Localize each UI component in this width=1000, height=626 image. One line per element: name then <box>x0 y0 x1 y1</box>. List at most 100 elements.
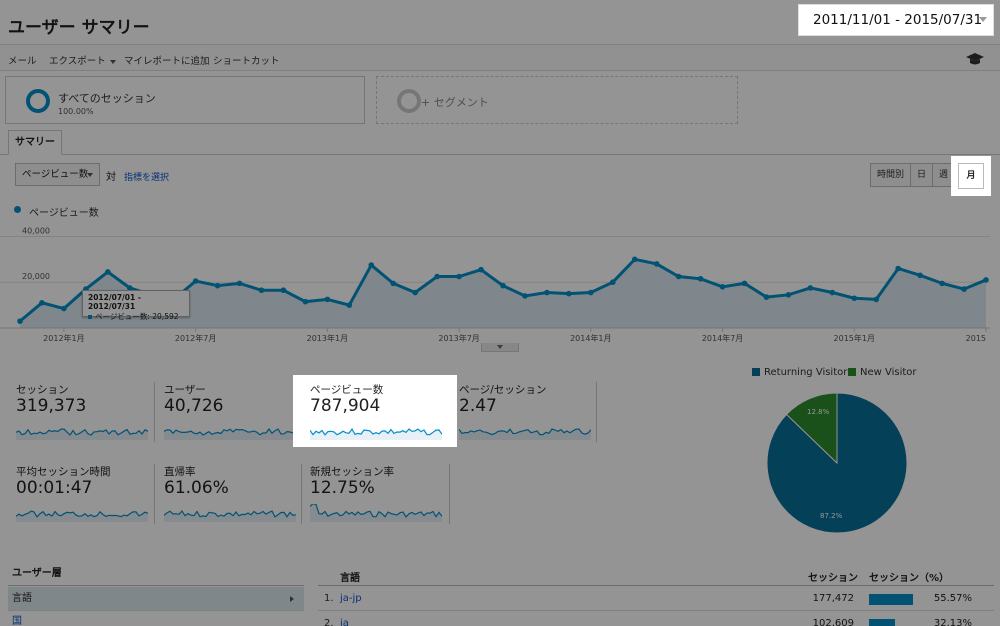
pie-legend-new[interactable]: New Visitor <box>848 367 917 378</box>
data-point[interactable] <box>456 273 462 280</box>
sparkline-area <box>310 504 442 522</box>
scorecard-bounce-rate[interactable]: 直帰率 61.06% <box>164 464 304 534</box>
scorecard-pageviews[interactable]: ページビュー数 787,904 <box>310 382 450 452</box>
divider <box>154 382 155 442</box>
scorecard-avg-session-duration[interactable]: 平均セッション時間 00:01:47 <box>16 464 156 534</box>
sparkline-area <box>16 511 148 522</box>
data-point[interactable] <box>478 266 484 273</box>
scorecard-value: 00:01:47 <box>16 478 93 498</box>
pie-slice[interactable] <box>785 392 838 465</box>
scorecard-sessions[interactable]: セッション 319,373 <box>16 382 156 452</box>
data-point[interactable] <box>588 289 594 296</box>
scorecard-label: ページビュー数 <box>310 384 384 396</box>
data-point[interactable] <box>741 280 748 287</box>
pie-legend-returning[interactable]: Returning Visitor <box>752 367 847 378</box>
data-point[interactable] <box>368 262 375 268</box>
period-month-button[interactable]: 月 <box>958 163 984 189</box>
data-point[interactable] <box>917 272 923 279</box>
scorecard-new-sessions[interactable]: 新規セッション率 12.75% <box>310 464 450 534</box>
pageviews-chart[interactable]: 40,000 20,000 2012年1月 2012年7月 2013年1月 2013年7月… <box>0 225 990 345</box>
data-point[interactable] <box>390 280 397 287</box>
data-point[interactable] <box>61 305 67 312</box>
scorecard-users[interactable]: ユーザー 40,726 <box>164 382 304 452</box>
data-point[interactable] <box>522 293 528 299</box>
dimension-row-country[interactable]: 国 <box>12 616 22 626</box>
data-point[interactable] <box>236 280 243 287</box>
scorecard-label: ユーザー <box>164 384 206 396</box>
data-point[interactable] <box>631 256 638 263</box>
data-point[interactable] <box>324 296 331 303</box>
data-point[interactable] <box>653 261 660 267</box>
data-point[interactable] <box>807 285 814 291</box>
dimension-row-label: 言語 <box>12 593 32 604</box>
x-tick-label: 2014年1月 <box>570 333 611 343</box>
dimension-row-language[interactable]: 言語 <box>8 587 304 611</box>
data-point[interactable] <box>895 265 901 272</box>
chart-expand-handle[interactable] <box>481 343 519 352</box>
language-link[interactable]: ja-jp <box>340 593 362 604</box>
data-point[interactable] <box>566 290 572 297</box>
data-point[interactable] <box>302 298 309 305</box>
metric-select[interactable]: ページビュー数 <box>15 163 100 186</box>
data-point[interactable] <box>39 300 45 306</box>
data-point[interactable] <box>763 294 770 300</box>
shortcut-button[interactable]: ショートカット <box>213 56 280 67</box>
data-point[interactable] <box>983 277 989 283</box>
data-point[interactable] <box>434 273 440 280</box>
divider <box>449 464 450 524</box>
tab-summary[interactable]: サマリー <box>8 130 62 155</box>
period-week-button[interactable]: 週 <box>939 170 949 180</box>
data-point[interactable] <box>280 287 287 294</box>
data-point[interactable] <box>675 273 682 280</box>
data-point[interactable] <box>126 285 133 291</box>
graduation-cap-icon[interactable] <box>966 53 984 65</box>
data-point[interactable] <box>851 295 858 302</box>
scorecard-value: 2.47 <box>459 396 497 416</box>
data-point[interactable] <box>544 289 550 296</box>
period-day-button[interactable]: 日 <box>911 164 934 186</box>
data-point[interactable] <box>214 282 221 289</box>
pie-slice-label: 87.2% <box>820 512 843 520</box>
row-index: 1. <box>324 593 334 604</box>
export-label: エクスポート <box>49 56 106 67</box>
data-point[interactable] <box>609 279 616 286</box>
data-point[interactable] <box>346 302 353 308</box>
data-point[interactable] <box>105 269 111 275</box>
language-link[interactable]: ja <box>340 618 349 626</box>
divider <box>596 382 597 442</box>
sparkline <box>310 504 442 522</box>
period-hourly-button[interactable]: 時間別 <box>871 164 912 186</box>
sparkline <box>16 428 148 440</box>
data-point[interactable] <box>192 278 199 284</box>
sparkline <box>310 427 442 440</box>
visitor-type-pie[interactable] <box>766 392 908 534</box>
add-segment-button[interactable]: + セグメント <box>376 76 738 124</box>
scorecard-value: 40,726 <box>164 396 224 416</box>
data-point[interactable] <box>939 280 945 287</box>
data-point[interactable] <box>719 284 726 290</box>
row-index: 2. <box>324 618 334 626</box>
row-pct: 32.13% <box>933 618 972 626</box>
series-area <box>20 259 986 328</box>
date-range-picker[interactable]: 2011/11/01 - 2015/07/31 <box>798 4 994 36</box>
data-point[interactable] <box>961 286 967 292</box>
y-tick-label: 20,000 <box>22 272 50 281</box>
data-point[interactable] <box>258 287 265 294</box>
scorecard-pages-per-session[interactable]: ページ/セッション 2.47 <box>459 382 599 452</box>
data-point[interactable] <box>412 289 418 296</box>
data-point[interactable] <box>873 296 880 303</box>
data-point[interactable] <box>697 275 704 282</box>
data-point[interactable] <box>17 318 23 324</box>
segment-all-sessions[interactable]: すべてのセッション 100.00% <box>5 76 365 124</box>
data-point[interactable] <box>829 289 836 296</box>
language-table-header: 言語 セッション セッション（%） <box>318 564 994 586</box>
legend-dot <box>14 206 21 213</box>
email-button[interactable]: メール <box>8 56 37 67</box>
choose-metric-link[interactable]: 指標を選択 <box>124 173 170 183</box>
add-dashboard-button[interactable]: マイレポートに追加 <box>124 56 210 67</box>
sparkline-line <box>164 510 296 518</box>
sparkline-line <box>310 504 442 518</box>
data-point[interactable] <box>500 282 506 289</box>
export-button[interactable]: エクスポート <box>49 53 116 67</box>
data-point[interactable] <box>785 292 792 298</box>
